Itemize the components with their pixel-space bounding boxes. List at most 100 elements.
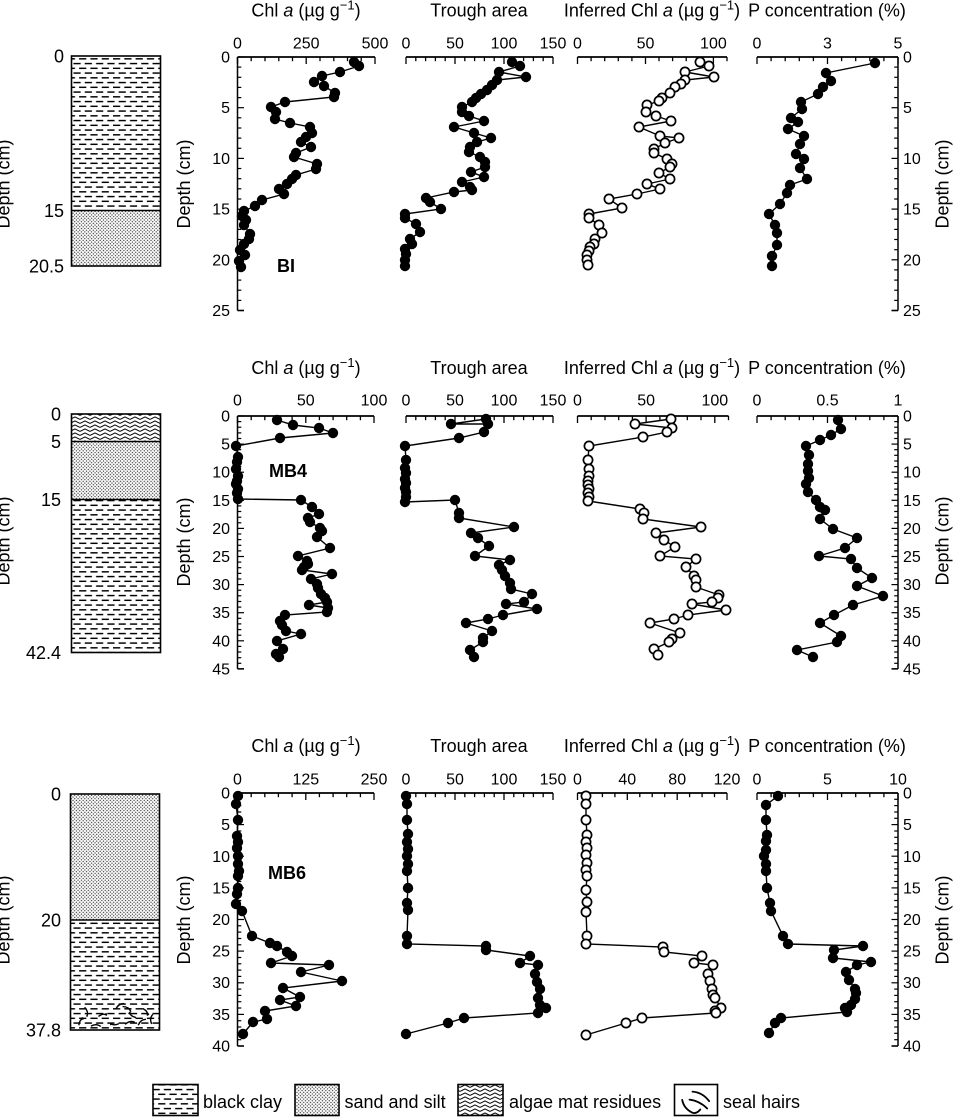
svg-text:Chl a (µg g−1): Chl a (µg g−1) <box>251 0 360 21</box>
svg-text:25: 25 <box>903 303 921 320</box>
svg-text:P concentration (%): P concentration (%) <box>748 736 906 756</box>
svg-text:5: 5 <box>903 437 912 454</box>
svg-text:P concentration (%): P concentration (%) <box>748 1 906 21</box>
svg-text:15: 15 <box>903 202 921 219</box>
svg-text:30: 30 <box>212 577 230 594</box>
svg-text:0: 0 <box>402 772 411 789</box>
svg-text:10: 10 <box>889 772 907 789</box>
svg-text:25: 25 <box>903 549 921 566</box>
svg-text:0: 0 <box>573 393 582 410</box>
svg-text:0: 0 <box>402 393 411 410</box>
svg-text:35: 35 <box>212 1007 230 1024</box>
svg-text:125: 125 <box>292 772 319 789</box>
svg-text:10: 10 <box>903 465 921 482</box>
svg-text:0: 0 <box>54 47 64 67</box>
svg-text:Depth (cm): Depth (cm) <box>933 496 953 585</box>
svg-text:0: 0 <box>51 785 61 805</box>
svg-text:sand and silt: sand and silt <box>345 1092 446 1112</box>
svg-text:0: 0 <box>402 36 411 53</box>
svg-text:100: 100 <box>491 393 518 410</box>
svg-text:100: 100 <box>491 772 518 789</box>
svg-text:Inferred Chl a (µg g−1): Inferred Chl a (µg g−1) <box>564 733 740 756</box>
svg-text:5: 5 <box>894 36 903 53</box>
svg-text:5: 5 <box>823 772 832 789</box>
svg-text:0: 0 <box>903 409 912 426</box>
svg-text:80: 80 <box>668 772 686 789</box>
svg-text:Chl a (µg g−1): Chl a (µg g−1) <box>251 355 360 378</box>
svg-text:10: 10 <box>903 151 921 168</box>
svg-text:MB4: MB4 <box>269 461 307 481</box>
svg-text:Depth (cm): Depth (cm) <box>0 139 14 228</box>
svg-text:seal hairs: seal hairs <box>723 1092 800 1112</box>
svg-text:Depth (cm): Depth (cm) <box>0 496 14 585</box>
svg-text:Inferred Chl a (µg g−1): Inferred Chl a (µg g−1) <box>564 355 740 378</box>
svg-text:100: 100 <box>700 36 727 53</box>
svg-text:500: 500 <box>362 36 389 53</box>
svg-text:30: 30 <box>212 975 230 992</box>
svg-text:0: 0 <box>221 786 230 803</box>
svg-text:250: 250 <box>293 36 320 53</box>
svg-text:P concentration (%): P concentration (%) <box>748 358 906 378</box>
svg-text:Depth (cm): Depth (cm) <box>933 139 953 228</box>
svg-text:25: 25 <box>212 944 230 961</box>
svg-text:50: 50 <box>446 36 464 53</box>
svg-text:20: 20 <box>903 521 921 538</box>
svg-text:40: 40 <box>212 1039 230 1056</box>
svg-text:35: 35 <box>903 1007 921 1024</box>
svg-text:37.8: 37.8 <box>26 1021 61 1041</box>
svg-text:0: 0 <box>573 772 582 789</box>
svg-text:Inferred Chl a (µg g−1): Inferred Chl a (µg g−1) <box>564 0 740 21</box>
svg-text:150: 150 <box>540 393 567 410</box>
svg-text:5: 5 <box>51 432 61 452</box>
svg-text:20: 20 <box>212 252 230 269</box>
svg-text:10: 10 <box>212 151 230 168</box>
svg-text:black clay: black clay <box>203 1092 282 1112</box>
svg-text:MB6: MB6 <box>268 863 306 883</box>
svg-text:150: 150 <box>540 36 567 53</box>
svg-text:25: 25 <box>212 549 230 566</box>
svg-text:0: 0 <box>51 405 61 425</box>
svg-text:15: 15 <box>41 490 61 510</box>
svg-text:0: 0 <box>233 36 242 53</box>
svg-text:50: 50 <box>297 393 315 410</box>
svg-text:15: 15 <box>903 493 921 510</box>
svg-text:150: 150 <box>540 772 567 789</box>
svg-text:40: 40 <box>903 1039 921 1056</box>
svg-text:20: 20 <box>212 521 230 538</box>
svg-text:5: 5 <box>221 100 230 117</box>
svg-text:BI: BI <box>277 256 295 276</box>
svg-text:25: 25 <box>212 303 230 320</box>
svg-text:0: 0 <box>753 36 762 53</box>
svg-text:250: 250 <box>361 772 388 789</box>
svg-text:Depth (cm): Depth (cm) <box>174 497 194 586</box>
svg-text:Trough area: Trough area <box>430 1 528 21</box>
svg-text:50: 50 <box>637 36 655 53</box>
svg-text:0: 0 <box>221 409 230 426</box>
svg-text:Chl a (µg g−1): Chl a (µg g−1) <box>251 733 360 756</box>
svg-text:0: 0 <box>233 393 242 410</box>
svg-text:5: 5 <box>903 817 912 834</box>
svg-text:35: 35 <box>212 605 230 622</box>
svg-text:0: 0 <box>903 50 912 67</box>
svg-text:20.5: 20.5 <box>29 257 64 277</box>
svg-text:0.5: 0.5 <box>816 393 838 410</box>
svg-text:1: 1 <box>894 393 903 410</box>
svg-text:Trough area: Trough area <box>430 358 528 378</box>
svg-text:5: 5 <box>221 437 230 454</box>
svg-text:40: 40 <box>212 633 230 650</box>
svg-text:50: 50 <box>446 393 464 410</box>
svg-text:Depth (cm): Depth (cm) <box>174 875 194 964</box>
svg-text:25: 25 <box>903 944 921 961</box>
svg-text:15: 15 <box>212 880 230 897</box>
svg-text:Depth (cm): Depth (cm) <box>0 875 14 964</box>
svg-text:30: 30 <box>903 975 921 992</box>
svg-text:40: 40 <box>618 772 636 789</box>
svg-text:20: 20 <box>903 912 921 929</box>
svg-text:45: 45 <box>903 661 921 678</box>
svg-text:100: 100 <box>491 36 518 53</box>
svg-text:5: 5 <box>221 817 230 834</box>
svg-text:0: 0 <box>221 50 230 67</box>
svg-text:20: 20 <box>41 911 61 931</box>
svg-text:45: 45 <box>212 661 230 678</box>
svg-text:0: 0 <box>903 786 912 803</box>
